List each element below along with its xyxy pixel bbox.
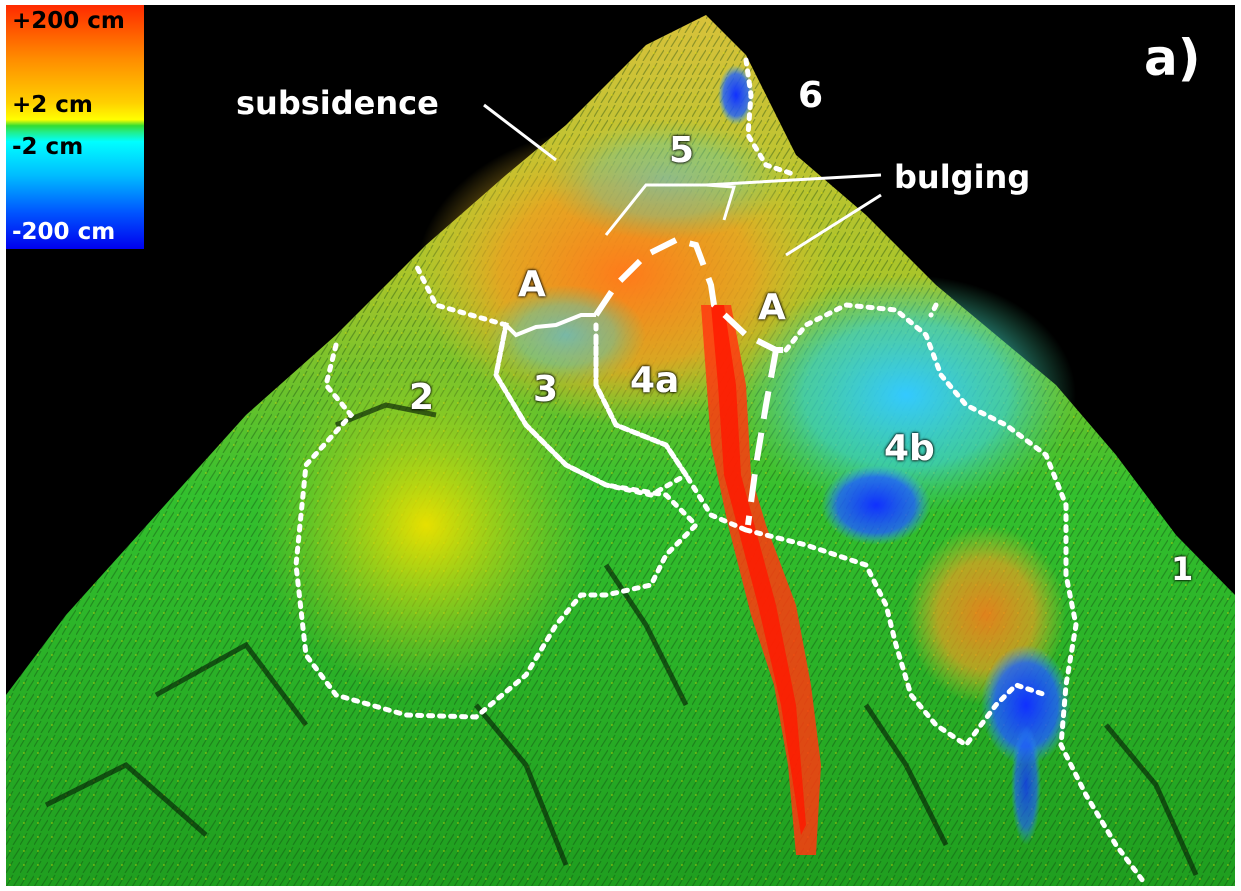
legend-min-label: -200 cm <box>12 221 115 244</box>
deformation-map: 1 2 3 4a 4b 5 6 A A subsidence bulging a… <box>6 5 1235 886</box>
zone-label-2: 2 <box>409 380 434 416</box>
zone-label-4a: 4a <box>630 363 679 399</box>
legend-lower-label: -2 cm <box>12 136 83 159</box>
panel-label: a) <box>1144 33 1201 83</box>
zone-label-1: 1 <box>1171 553 1193 585</box>
zone-label-a-right: A <box>758 290 786 326</box>
bulging-label: bulging <box>894 161 1030 193</box>
subsidence-label: subsidence <box>236 87 439 119</box>
legend-max-label: +200 cm <box>12 10 125 33</box>
zone-label-3: 3 <box>533 372 558 408</box>
legend-upper-label: +2 cm <box>12 94 93 117</box>
terrain-graphic <box>6 5 1235 886</box>
zone-label-a-left: A <box>518 267 546 303</box>
blue-patch-4b <box>821 465 931 545</box>
zone-label-4b: 4b <box>884 431 935 467</box>
zone-label-5: 5 <box>669 133 694 169</box>
zone-label-6: 6 <box>798 78 823 114</box>
color-scale-legend: +200 cm +2 cm -2 cm -200 cm <box>6 5 144 249</box>
